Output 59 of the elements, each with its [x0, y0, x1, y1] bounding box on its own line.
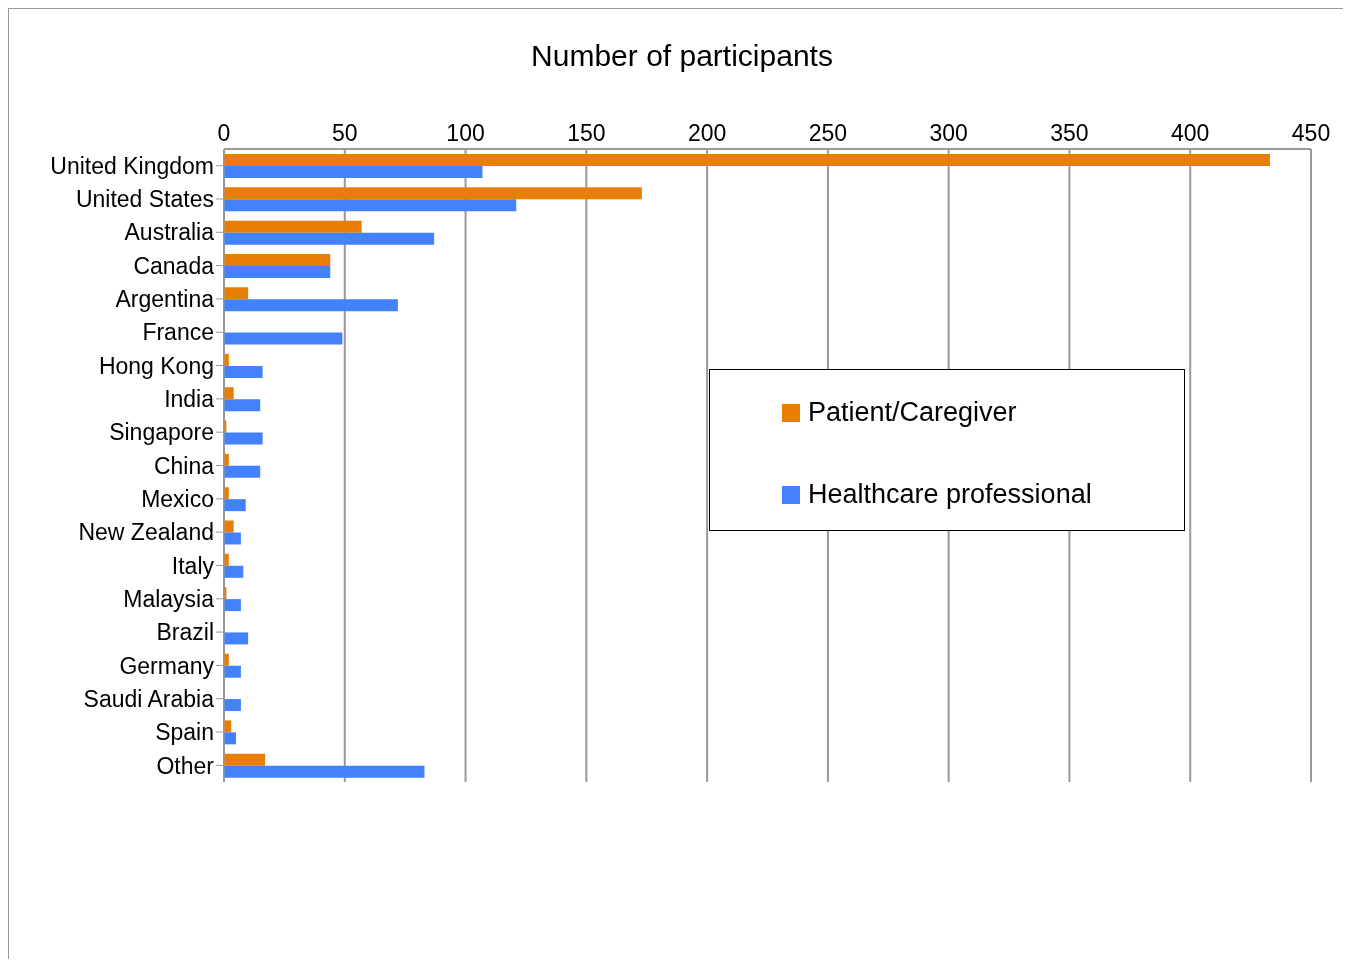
legend-label: Healthcare professional — [808, 479, 1092, 510]
y-tick-label: Other — [156, 752, 215, 779]
y-tick-label: Brazil — [156, 619, 214, 646]
bar — [224, 565, 244, 578]
bar — [224, 699, 241, 712]
bar — [224, 220, 362, 233]
bar — [224, 599, 241, 612]
bar — [224, 632, 249, 645]
y-tick-label: New Zealand — [78, 519, 214, 546]
y-tick-label: Spain — [155, 719, 214, 746]
x-tick-label: 0 — [217, 120, 231, 146]
bar — [224, 187, 642, 200]
x-tick-label: 50 — [331, 120, 358, 146]
x-tick-label: 100 — [446, 120, 485, 146]
x-tick-label: 400 — [1171, 120, 1210, 146]
y-tick-label: United States — [75, 186, 214, 213]
legend-label: Patient/Caregiver — [808, 397, 1017, 428]
bar — [224, 520, 234, 533]
bar — [224, 299, 398, 312]
bar — [224, 499, 246, 512]
chart-title: Number of participants — [530, 39, 834, 73]
bar — [224, 732, 237, 745]
bar — [224, 166, 483, 178]
x-tick-label: 150 — [567, 120, 606, 146]
y-tick-label: India — [164, 386, 215, 413]
y-tick-label: Hong Kong — [98, 352, 214, 379]
y-tick-label: United Kingdom — [50, 152, 214, 179]
bar — [224, 753, 266, 766]
y-tick-label: China — [153, 452, 215, 479]
bar — [224, 253, 331, 266]
bar — [224, 287, 249, 300]
bar — [224, 465, 261, 478]
bar — [224, 199, 517, 212]
bar — [224, 399, 261, 412]
bar — [224, 154, 1270, 166]
y-tick-label: Saudi Arabia — [83, 685, 215, 712]
bar — [224, 332, 343, 345]
bar — [224, 532, 241, 545]
y-tick-label: France — [142, 319, 214, 346]
y-tick-label: Malaysia — [123, 585, 215, 612]
x-tick-label: 300 — [929, 120, 968, 146]
y-tick-label: Argentina — [115, 286, 215, 313]
y-tick-label: Singapore — [109, 419, 214, 446]
bar — [224, 432, 263, 445]
x-tick-label: 200 — [687, 120, 727, 146]
bar — [224, 265, 331, 278]
bar — [224, 232, 435, 245]
bar — [224, 665, 241, 678]
y-tick-label: Australia — [124, 219, 215, 246]
x-tick-label: 450 — [1291, 120, 1331, 146]
bar — [224, 365, 263, 378]
bar — [224, 765, 425, 778]
bar — [224, 387, 234, 400]
y-tick-label: Canada — [133, 252, 215, 279]
y-tick-label: Germany — [119, 652, 215, 679]
x-tick-label: 350 — [1050, 120, 1089, 146]
y-tick-label: Mexico — [141, 485, 214, 512]
y-tick-label: Italy — [171, 552, 215, 579]
x-tick-label: 250 — [808, 120, 848, 146]
